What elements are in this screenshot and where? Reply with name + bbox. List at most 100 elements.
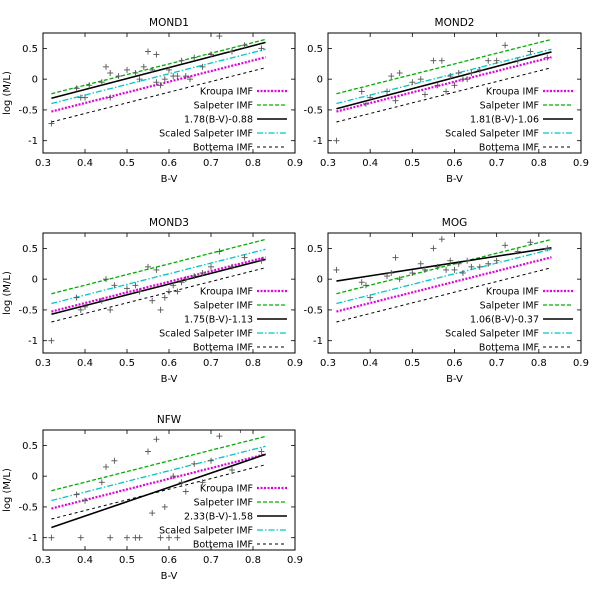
data-point xyxy=(544,54,551,61)
y-tick-label: -1 xyxy=(313,336,323,347)
x-tick-label: 0.4 xyxy=(362,158,378,169)
data-point xyxy=(514,57,521,64)
legend-label: Scaled Salpeter IMF xyxy=(159,129,253,140)
chart-title: MOND3 xyxy=(149,217,189,229)
kroupa-line xyxy=(336,56,552,113)
data-point xyxy=(124,66,130,73)
legend-label: Kroupa IMF xyxy=(486,87,539,98)
legend-label: Scaled Salpeter IMF xyxy=(445,129,539,140)
data-point xyxy=(182,73,189,80)
data-point xyxy=(182,488,189,495)
data-point xyxy=(157,306,164,313)
data-point xyxy=(438,236,445,243)
data-point xyxy=(367,94,374,101)
data-point xyxy=(464,257,471,264)
legend-label: 1.78(B-V)-0.88 xyxy=(184,115,253,126)
data-point xyxy=(493,257,500,264)
data-point xyxy=(174,288,181,295)
y-tick-label: 0 xyxy=(317,75,323,86)
data-point xyxy=(396,276,403,283)
data-point xyxy=(98,297,105,304)
data-point xyxy=(392,254,399,261)
data-point xyxy=(241,42,248,49)
data-point xyxy=(136,534,143,541)
data-point xyxy=(145,448,151,455)
data-point xyxy=(48,534,55,541)
data-point xyxy=(208,263,214,270)
data-point xyxy=(82,303,88,310)
data-point xyxy=(107,306,114,313)
data-point xyxy=(140,63,147,70)
kroupa-line xyxy=(51,256,266,313)
data-point xyxy=(48,337,55,344)
legend-label: 2.33(B-V)-1.58 xyxy=(184,512,253,523)
x-axis-label: B-V xyxy=(161,374,178,385)
x-tick-label: 0.3 xyxy=(35,555,51,566)
data-point xyxy=(438,57,445,64)
data-point xyxy=(258,448,265,455)
data-point xyxy=(111,282,118,289)
y-tick-label: 0 xyxy=(317,275,323,286)
data-point xyxy=(124,285,130,292)
salpeter-line xyxy=(51,38,266,95)
data-point xyxy=(199,479,206,486)
bottema-line xyxy=(336,67,552,123)
legend-label: Salpeter IMF xyxy=(194,301,253,312)
fit-line xyxy=(51,453,266,529)
plot-area xyxy=(333,38,552,144)
data-point xyxy=(166,66,172,73)
data-point xyxy=(451,266,458,273)
data-point xyxy=(191,273,198,280)
data-point xyxy=(362,282,369,289)
x-tick-label: 0.7 xyxy=(203,158,219,169)
data-point xyxy=(241,254,248,261)
scaled-salpeter-line xyxy=(51,445,266,502)
data-point xyxy=(430,245,437,252)
data-point xyxy=(166,534,172,541)
scaled-salpeter-line xyxy=(336,48,552,105)
x-tick-label: 0.3 xyxy=(320,358,336,369)
plot-frame xyxy=(42,232,296,354)
data-point xyxy=(396,70,403,76)
legend-label: 1.81(B-V)-1.06 xyxy=(470,115,539,126)
y-axis-label: log (M/L) xyxy=(2,71,13,115)
chart-title: MOND1 xyxy=(149,17,189,29)
data-point xyxy=(187,76,193,83)
data-point xyxy=(77,306,84,313)
data-point xyxy=(216,433,223,440)
y-tick-label: -1 xyxy=(28,136,38,147)
data-point xyxy=(170,282,177,289)
legend: Kroupa IMF Salpeter IMF 1.81(B-V)-1.06 Scal… xyxy=(445,87,573,154)
data-point xyxy=(103,63,109,70)
x-tick-label: 0.7 xyxy=(489,358,505,369)
data-point xyxy=(358,279,365,286)
x-tick-label: 0.6 xyxy=(447,358,463,369)
x-tick-label: 0.9 xyxy=(287,555,303,566)
data-point xyxy=(388,270,395,276)
data-point xyxy=(115,73,122,80)
data-point xyxy=(178,279,185,286)
y-tick-label: 0.5 xyxy=(22,441,38,452)
data-point xyxy=(443,266,450,273)
data-point xyxy=(451,82,458,89)
data-point xyxy=(333,266,340,273)
x-tick-label: 0.6 xyxy=(447,158,463,169)
data-point xyxy=(82,94,88,101)
chart-title: NFW xyxy=(157,414,182,426)
y-tick-label: -0.5 xyxy=(18,105,38,116)
data-point xyxy=(107,94,114,101)
salpeter-line xyxy=(336,238,552,295)
data-point xyxy=(417,260,424,267)
scaled-salpeter-line xyxy=(336,248,552,305)
fit-line xyxy=(336,51,552,110)
salpeter-line xyxy=(51,238,266,295)
legend: Kroupa IMF Salpeter IMF 1.78(B-V)-0.88 Scal… xyxy=(159,87,287,154)
data-point xyxy=(384,273,391,280)
x-tick-label: 0.6 xyxy=(161,358,177,369)
data-point xyxy=(199,63,206,70)
plot-area xyxy=(333,236,552,323)
data-point xyxy=(544,245,551,252)
data-point xyxy=(421,266,428,273)
data-point xyxy=(149,297,156,304)
plot-area xyxy=(48,238,266,344)
